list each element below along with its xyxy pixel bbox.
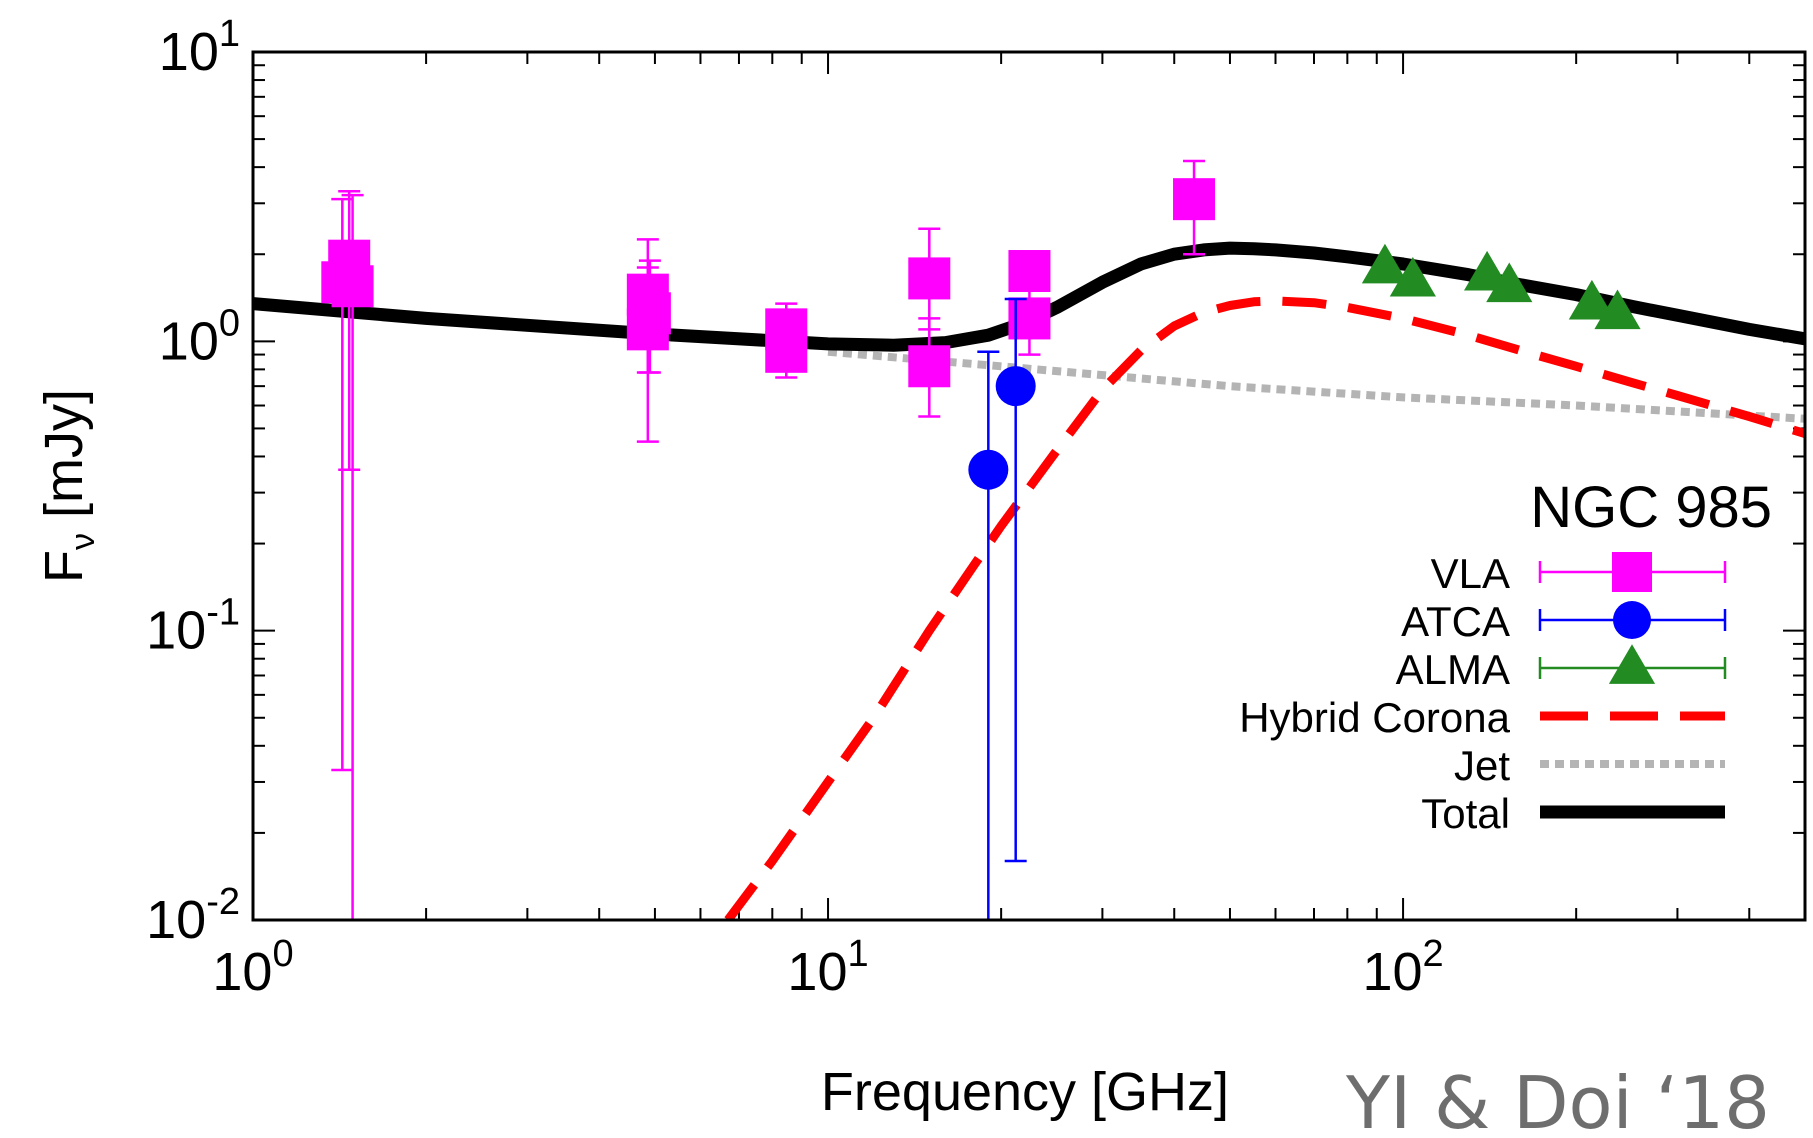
- data-point-triangle: [1568, 279, 1615, 320]
- x-tick-label-exp: 2: [1423, 933, 1444, 975]
- data-point-square: [1612, 552, 1652, 592]
- data-point-triangle: [1389, 256, 1436, 297]
- data-point-triangle: [1594, 289, 1641, 330]
- data-point-triangle: [1486, 262, 1533, 303]
- data-point-triangle: [1608, 644, 1656, 684]
- plot-frame: [251, 50, 1807, 922]
- x-tick-label: 102: [1362, 933, 1443, 1002]
- legend-label-jet: Jet: [1454, 742, 1510, 789]
- series-line: [724, 296, 1805, 920]
- data-point-triangle: [1361, 243, 1409, 284]
- data-point-square: [765, 330, 808, 373]
- y-axis-label-unit: [mJy]: [34, 389, 94, 533]
- data-point-triangle: [1463, 250, 1511, 291]
- y-axis-label-sub: ν: [64, 533, 102, 550]
- y-tick-label-base: 10: [146, 601, 206, 661]
- y-tick-label: 100: [159, 302, 240, 371]
- series-layer: [253, 159, 1805, 920]
- data-point-circle: [995, 366, 1036, 407]
- series-alma: [1361, 243, 1641, 330]
- data-point-square: [331, 265, 374, 308]
- y-axis-label-main: F: [34, 550, 94, 583]
- series-line: [827, 347, 1805, 423]
- y-axis-label: Fν [mJy]: [34, 389, 102, 583]
- legend-title: NGC 985: [1530, 475, 1772, 540]
- data-point-square: [628, 292, 671, 335]
- data-point-square: [1173, 178, 1216, 221]
- series-hybrid-corona: [724, 296, 1805, 920]
- x-tick-label-base: 10: [787, 942, 847, 1002]
- y-tick-label-exp: -1: [206, 592, 240, 634]
- legend-label-alma: ALMA: [1396, 646, 1510, 693]
- y-tick-label: 101: [159, 13, 240, 82]
- x-tick-label: 100: [212, 933, 293, 1002]
- data-point-circle: [1613, 601, 1651, 639]
- x-tick-label-exp: 0: [272, 933, 293, 975]
- legend-label-hybrid-corona: Hybrid Corona: [1239, 694, 1510, 741]
- credit-text: YI & Doi ‘18: [1345, 1061, 1770, 1138]
- data-point-circle: [968, 449, 1009, 490]
- series-jet: [827, 347, 1805, 423]
- y-tick-label-exp: 1: [219, 13, 240, 55]
- legend-label-total: Total: [1421, 790, 1510, 837]
- x-tick-label: 101: [787, 933, 868, 1002]
- y-tick-label-base: 10: [159, 22, 219, 82]
- x-tick-label-base: 10: [1362, 942, 1422, 1002]
- x-tick-label-base: 10: [212, 942, 272, 1002]
- data-point-square: [908, 345, 951, 388]
- x-axis-label: Frequency [GHz]: [821, 1062, 1229, 1122]
- y-tick-label: 10-1: [146, 592, 240, 661]
- series-atca: [968, 297, 1036, 920]
- y-tick-label-exp: -2: [206, 881, 240, 923]
- x-tick-label-exp: 1: [848, 933, 869, 975]
- y-tick-label-base: 10: [146, 890, 206, 950]
- data-point-square: [908, 257, 951, 300]
- data-point-square: [1008, 250, 1051, 293]
- legend-label-vla: VLA: [1431, 550, 1510, 597]
- series-line: [253, 241, 1805, 352]
- y-tick-label-base: 10: [159, 311, 219, 371]
- series-total: [253, 241, 1805, 352]
- series-vla: [321, 159, 1216, 920]
- y-tick-label: 10-2: [146, 881, 240, 950]
- legend-label-atca: ATCA: [1401, 598, 1510, 645]
- y-tick-label-exp: 0: [219, 302, 240, 344]
